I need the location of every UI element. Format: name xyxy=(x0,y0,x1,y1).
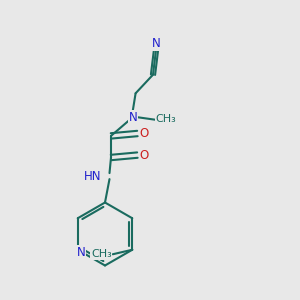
Text: CH₃: CH₃ xyxy=(155,114,176,124)
Text: HN: HN xyxy=(84,170,102,183)
Text: O: O xyxy=(140,148,148,162)
Text: N: N xyxy=(77,246,86,259)
Text: N: N xyxy=(152,37,161,50)
Text: CH₃: CH₃ xyxy=(91,249,112,259)
Text: N: N xyxy=(129,111,138,124)
Text: O: O xyxy=(140,127,148,140)
